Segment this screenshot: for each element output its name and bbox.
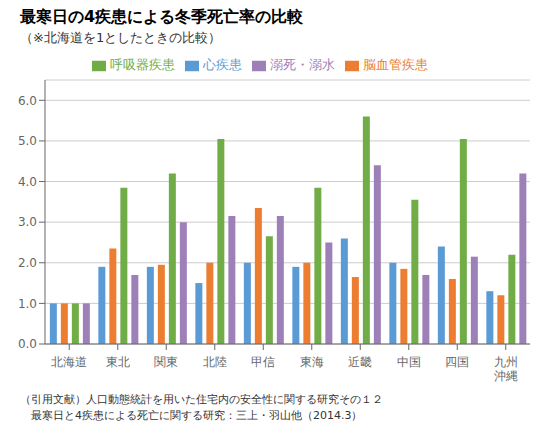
svg-text:中国: 中国 [397,355,421,369]
svg-text:北陸: 北陸 [203,355,227,369]
svg-text:2.0: 2.0 [18,256,37,270]
svg-text:関東: 関東 [154,355,178,369]
html-text:呼吸器疾患: 呼吸器疾患 [110,57,175,72]
svg-text:甲信: 甲信 [251,355,275,369]
html-text:（※北海道を1としたときの比較）: （※北海道を1としたときの比較） [20,30,222,45]
svg-text:四国: 四国 [445,355,469,369]
svg-text:3.0: 3.0 [18,215,37,229]
svg-text:東北: 東北 [106,355,130,369]
svg-text:東海: 東海 [300,355,324,369]
svg-text:1.0: 1.0 [18,297,37,311]
html-text:心疾患: 心疾患 [203,57,242,72]
svg-text:九州沖縄: 九州沖縄 [494,355,518,383]
svg-text:近畿: 近畿 [348,355,372,369]
html-text:溺死・溺水: 溺死・溺水 [270,57,335,72]
html-text:最寒日と4疾患による死亡に関する研究：三上・羽山他（2014: 最寒日と4疾患による死亡に関する研究：三上・羽山他（2014.3） [20,409,363,422]
svg-text:4.0: 4.0 [18,175,37,189]
html-text:脳血管疾患: 脳血管疾患 [363,57,428,72]
svg-text:0.0: 0.0 [18,337,37,351]
svg-text:北海道: 北海道 [51,355,87,369]
svg-text:6.0: 6.0 [18,94,37,108]
svg-text:5.0: 5.0 [18,134,37,148]
html-text:最寒日の4疾患による冬季死亡率の比較: 最寒日の4疾患による冬季死亡率の比較 [20,7,304,26]
html-text:（引用文献）人口動態統計を用いた住宅内の安全性に関する研究そ: （引用文献）人口動態統計を用いた住宅内の安全性に関する研究その１２ [20,393,383,406]
